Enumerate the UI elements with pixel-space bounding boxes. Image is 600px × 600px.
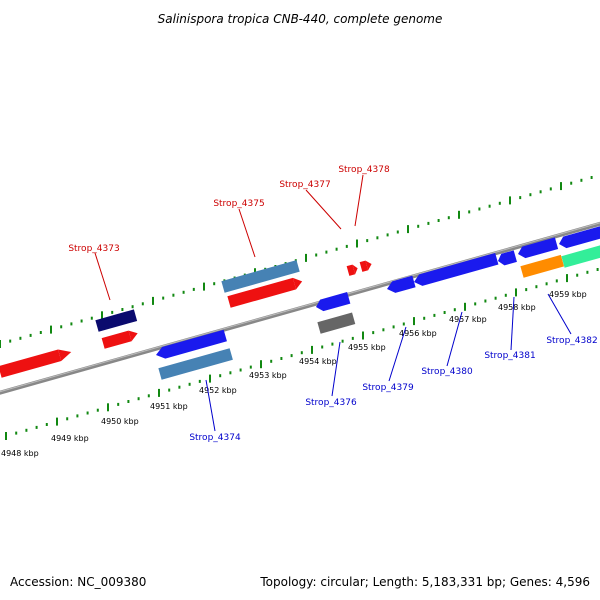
gene-feature-red-strop-4375[interactable]: [227, 276, 303, 308]
gene-label-strop-4377[interactable]: Strop_4377: [279, 180, 330, 190]
gene-label-strop-4374[interactable]: Strop_4374: [189, 433, 241, 443]
gene-feature-blue-2[interactable]: [314, 292, 351, 313]
map-title: Salinispora tropica CNB-440, complete ge…: [158, 12, 443, 26]
scale-label: 4951 kbp: [150, 402, 188, 411]
tick-ruler-bottom: [5, 268, 599, 440]
gene-feature-orange-strop-4381[interactable]: [520, 254, 565, 278]
gene-label-strop-4379[interactable]: Strop_4379: [362, 383, 414, 393]
scale-label: 4954 kbp: [299, 357, 337, 366]
gene-feature-gray-strop-4376[interactable]: [317, 312, 356, 334]
gene-label-strop-4376[interactable]: Strop_4376: [305, 398, 357, 408]
gene-label-strop-4373[interactable]: Strop_4373: [68, 244, 119, 254]
genome-backbone-highlight: [0, 222, 600, 393]
callout-lines-top: [94, 174, 364, 301]
gene-label-strop-4382[interactable]: Strop_4382: [546, 336, 597, 346]
gene-label-strop-4378[interactable]: Strop_4378: [338, 165, 390, 175]
callout-lines-bottom: [205, 293, 572, 432]
scale-label: 4948 kbp: [1, 449, 39, 458]
scale-label: 4959 kbp: [549, 290, 587, 299]
gene-feature-red-strop-4378[interactable]: [359, 259, 373, 272]
scale-label: 4957 kbp: [449, 315, 487, 324]
scale-label: 4958 kbp: [498, 303, 536, 312]
scale-label: 4950 kbp: [101, 417, 139, 426]
gene-label-strop-4380[interactable]: Strop_4380: [421, 367, 473, 377]
gene-feature-red-strop-4377[interactable]: [346, 263, 359, 276]
gene-feature-blue-4[interactable]: [516, 237, 559, 259]
gene-feature-navy-strop-4373[interactable]: [95, 309, 138, 332]
gene-feature-blue-3[interactable]: [496, 250, 517, 266]
gene-feature-red-2[interactable]: [101, 328, 140, 349]
gene-label-strop-4381[interactable]: Strop_4381: [484, 351, 535, 361]
gene-feature-steelblue-strop-4375[interactable]: [221, 260, 300, 293]
gene-feature-blue-5[interactable]: [557, 226, 600, 250]
genome-backbone: [0, 221, 600, 395]
gene-feature-steelblue-strop-4374[interactable]: [158, 348, 233, 380]
scale-label: 4956 kbp: [399, 329, 437, 338]
gene-label-strop-4375[interactable]: Strop_4375: [213, 199, 264, 209]
scale-label: 4949 kbp: [51, 434, 89, 443]
scale-label: 4955 kbp: [348, 343, 386, 352]
accession-text: Accession: NC_009380: [10, 575, 146, 589]
gene-feature-blue-strop-4379[interactable]: [385, 275, 416, 295]
scale-label: 4953 kbp: [249, 371, 287, 380]
gene-feature-red-1[interactable]: [0, 346, 73, 378]
gene-feature-blue-strop-4380[interactable]: [412, 252, 499, 288]
gene-feature-blue-1[interactable]: [154, 329, 227, 361]
scale-label: 4952 kbp: [199, 386, 237, 395]
genome-summary-text: Topology: circular; Length: 5,183,331 bp…: [259, 575, 590, 589]
